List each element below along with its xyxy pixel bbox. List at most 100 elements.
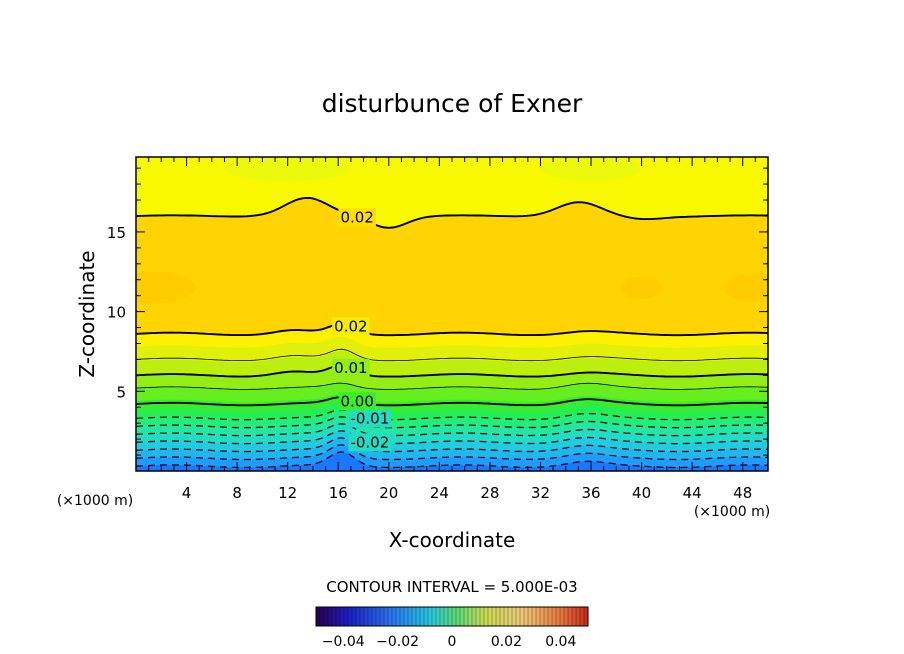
colorbar-cell bbox=[528, 607, 532, 626]
x-tick-label: 32 bbox=[531, 484, 550, 502]
colorbar-cell bbox=[452, 607, 456, 626]
x-tick-label: 40 bbox=[632, 484, 651, 502]
contour-line-6 bbox=[136, 409, 768, 421]
colorbar-cell bbox=[400, 607, 404, 626]
colorbar-cell bbox=[460, 607, 464, 626]
colorbar-cell bbox=[440, 607, 444, 626]
colorbar-cell bbox=[320, 607, 324, 626]
x-tick-label: 4 bbox=[182, 484, 192, 502]
x-tick-label: 44 bbox=[683, 484, 702, 502]
contour-fills bbox=[136, 157, 768, 471]
colorbar-cell bbox=[380, 607, 384, 626]
contour-label-bg bbox=[332, 358, 370, 377]
colorbar-cell bbox=[372, 607, 376, 626]
contour-label-bg bbox=[348, 409, 392, 428]
contour-line-11 bbox=[136, 322, 768, 337]
colorbar-cell bbox=[436, 607, 440, 626]
contour-label-bg bbox=[348, 433, 392, 452]
contour-line-4 bbox=[136, 423, 768, 437]
contour-line-8 bbox=[136, 382, 768, 390]
contour-line-3 bbox=[136, 430, 768, 445]
x-tick-label: 36 bbox=[581, 484, 600, 502]
colorbar-cell bbox=[484, 607, 488, 626]
colorbar-tick-labels: −0.04 −0.02 0 0.02 0.04 bbox=[322, 634, 577, 650]
colorbar-tick-label: −0.02 bbox=[376, 634, 419, 650]
colorbar-cell bbox=[508, 607, 512, 626]
colorbar-cell bbox=[552, 607, 556, 626]
contour-interval-text: CONTOUR INTERVAL = 5.000E-03 bbox=[326, 578, 577, 596]
colorbar-cell bbox=[468, 607, 472, 626]
x-tick-label: 48 bbox=[733, 484, 752, 502]
colorbar-cell bbox=[556, 607, 560, 626]
contour-labels: -0.02 -0.010.00 0.01 0.02 0.02 bbox=[332, 208, 392, 452]
colorbar-cell bbox=[456, 607, 460, 626]
colorbar-cell bbox=[392, 607, 396, 626]
contour-lines bbox=[136, 196, 768, 469]
x-tick-label: 8 bbox=[232, 484, 242, 502]
colorbar-cell bbox=[340, 607, 344, 626]
colorbar-cell bbox=[360, 607, 364, 626]
y-tick-label: 10 bbox=[107, 304, 126, 322]
colorbar-frame bbox=[315, 606, 589, 627]
contour-high-0 bbox=[136, 271, 196, 304]
colorbar-cell bbox=[316, 607, 320, 626]
contour-label: 0.01 bbox=[334, 359, 367, 377]
contour-line-9 bbox=[136, 364, 768, 378]
colorbar-cell bbox=[536, 607, 540, 626]
colorbar-cell bbox=[404, 607, 408, 626]
colorbar-cell bbox=[480, 607, 484, 626]
colorbar-cell bbox=[472, 607, 476, 626]
colorbar-cell bbox=[408, 607, 412, 626]
colorbar-cell bbox=[568, 607, 572, 626]
x-axis-title: X-coordinate bbox=[389, 528, 516, 552]
colorbar-cell bbox=[428, 607, 432, 626]
colorbar-cell bbox=[396, 607, 400, 626]
colorbar bbox=[315, 607, 588, 626]
colorbar-cell bbox=[412, 607, 416, 626]
x-unit-label: (×1000 m) bbox=[694, 504, 770, 520]
colorbar-cell bbox=[500, 607, 504, 626]
x-tick-label: 20 bbox=[379, 484, 398, 502]
colorbar-cell bbox=[560, 607, 564, 626]
y-tick-label: 5 bbox=[116, 383, 126, 401]
contour-label: 0.02 bbox=[340, 208, 373, 226]
colorbar-cell bbox=[584, 607, 588, 626]
colorbar-cell bbox=[416, 607, 420, 626]
y-tick-label: 15 bbox=[107, 224, 126, 242]
colorbar-cell bbox=[420, 607, 424, 626]
colorbar-tick-label: 0.02 bbox=[491, 634, 522, 650]
x-tick-label: 16 bbox=[329, 484, 348, 502]
colorbar-cell bbox=[540, 607, 544, 626]
colorbar-tick-label: −0.04 bbox=[322, 634, 365, 650]
colorbar-cell bbox=[444, 607, 448, 626]
colorbar-cell bbox=[332, 607, 336, 626]
contour-label: 0.00 bbox=[340, 392, 373, 410]
colorbar-cell bbox=[344, 607, 348, 626]
colorbar-cell bbox=[356, 607, 360, 626]
colorbar-cell bbox=[520, 607, 524, 626]
z-unit-label: (×1000 m) bbox=[57, 493, 133, 509]
contour-label-bg bbox=[338, 208, 376, 227]
colorbar-tick-label: 0 bbox=[448, 634, 457, 650]
contour-label: -0.02 bbox=[350, 433, 389, 451]
colorbar-cell bbox=[324, 607, 328, 626]
contour-line-1 bbox=[136, 444, 768, 461]
colorbar-cell bbox=[352, 607, 356, 626]
colorbar-cell bbox=[524, 607, 528, 626]
colorbar-cell bbox=[544, 607, 548, 626]
colorbar-cell bbox=[576, 607, 580, 626]
contour-label: 0.02 bbox=[334, 317, 367, 335]
colorbar-cell bbox=[424, 607, 428, 626]
contour-patch-1 bbox=[540, 157, 642, 181]
contour-line-5 bbox=[136, 416, 768, 429]
colorbar-cell bbox=[492, 607, 496, 626]
colorbar-cell bbox=[572, 607, 576, 626]
colorbar-tick-label: 0.04 bbox=[545, 634, 576, 650]
contour-line-7 bbox=[136, 396, 768, 407]
contour-line-0 bbox=[136, 451, 768, 469]
colorbar-cell bbox=[488, 607, 492, 626]
colorbar-cell bbox=[516, 607, 520, 626]
y-axis-title: Z-coordinate bbox=[75, 250, 99, 377]
